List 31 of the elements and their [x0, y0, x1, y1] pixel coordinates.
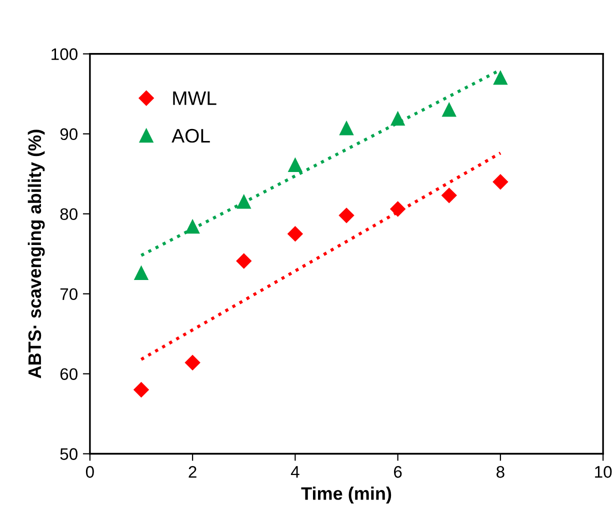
- x-tick-label: 2: [188, 466, 196, 478]
- point: [236, 194, 251, 209]
- x-tick-label: 4: [290, 466, 300, 478]
- point: [288, 226, 303, 242]
- point: [288, 158, 302, 172]
- legend-label: MWL: [173, 92, 216, 105]
- point: [184, 355, 200, 370]
- x-tick-label: 6: [394, 466, 402, 478]
- point: [134, 266, 148, 280]
- point: [134, 382, 149, 398]
- x-tick-label: 0: [86, 466, 94, 478]
- x-tick-label: 8: [496, 466, 504, 478]
- point: [340, 121, 354, 136]
- point: [493, 70, 508, 85]
- point: [442, 188, 457, 204]
- point: [186, 220, 200, 234]
- y-tick-label: 90: [60, 128, 78, 140]
- x-tick-label: 10: [595, 466, 612, 478]
- point: [442, 102, 456, 117]
- y-tick-label: 100: [52, 48, 78, 60]
- point: [390, 201, 406, 217]
- y-axis-title: ABTS· scavenging ability (%): [28, 130, 45, 378]
- legend-label: AOL: [172, 128, 210, 143]
- y-tick-label: 80: [60, 208, 78, 220]
- point: [338, 208, 354, 223]
- y-tick-label: 70: [60, 288, 78, 300]
- y-tick-label: 50: [60, 448, 78, 460]
- x-axis-title: Time (min): [301, 486, 392, 504]
- point: [492, 174, 508, 190]
- point: [236, 253, 252, 269]
- y-tick-label: 60: [60, 368, 78, 380]
